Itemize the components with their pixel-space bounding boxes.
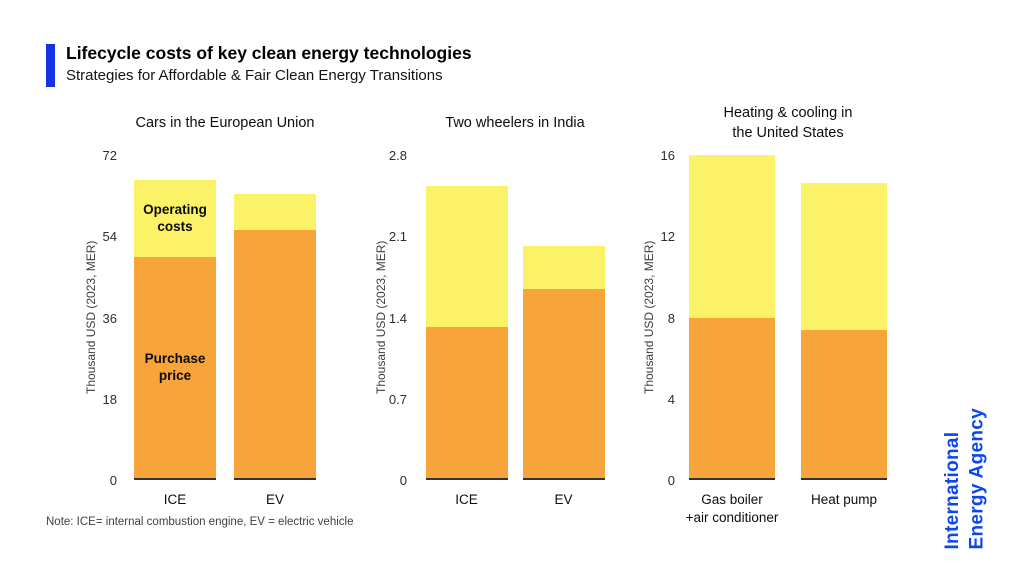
title-accent-bar <box>46 44 55 87</box>
category-label: Gas boiler +air conditioner <box>686 491 779 526</box>
y-axis-tick: 1.4 <box>388 310 407 326</box>
category-labels-row: Gas boiler +air conditioner Heat pump <box>683 491 893 526</box>
page-subtitle: Strategies for Affordable & Fair Clean E… <box>66 67 443 84</box>
y-axis-tick: 4 <box>667 391 675 407</box>
operating-costs-segment <box>425 185 508 328</box>
y-axis-tick: 2.1 <box>388 229 407 245</box>
y-axis-tick: 0.7 <box>388 391 407 407</box>
operating-costs-segment <box>689 155 775 318</box>
y-axis-tick: 2.8 <box>388 148 407 163</box>
chart-title: Cars in the European Union <box>135 115 315 131</box>
y-axis-tick: 72 <box>102 148 117 163</box>
footnote: Note: ICE= internal combustion engine, E… <box>46 516 354 528</box>
stacked-bar <box>522 245 605 480</box>
stacked-bar: Operating costs Purchase price <box>134 180 216 480</box>
plot-area: 0 18 36 54 72 Operating costs Purchase price IC… <box>103 148 325 507</box>
y-axis-tick: 36 <box>102 310 117 326</box>
y-axis-tick: 54 <box>102 229 117 245</box>
page-title: Lifecycle costs of key clean energy tech… <box>66 43 472 63</box>
category-label: ICE <box>134 491 216 509</box>
category-label: ICE <box>426 491 508 509</box>
y-axis-tick: 0 <box>109 473 117 488</box>
operating-costs-segment <box>234 193 316 230</box>
stacked-bar <box>234 193 316 480</box>
purchase-price-segment <box>522 288 605 478</box>
y-axis-tick: 8 <box>667 310 675 326</box>
purchase-price-segment <box>425 327 508 478</box>
category-label-text: Gas boiler +air conditioner <box>685 492 779 525</box>
category-label: EV <box>234 491 316 509</box>
category-label: Heat pump <box>801 491 887 526</box>
category-labels-row: ICE EV <box>125 491 325 509</box>
bars-row: Operating costs Purchase price <box>125 155 325 480</box>
purchase-price-label: Purchase price <box>144 350 206 384</box>
stacked-bar <box>425 185 508 480</box>
chart-title: Heating & cooling in the United States <box>723 105 853 141</box>
operating-costs-segment <box>522 245 605 289</box>
purchase-price-segment <box>801 329 887 478</box>
category-label-text: EV <box>265 492 284 507</box>
y-axis-tick: 16 <box>660 148 675 163</box>
iea-brand-vertical-text: International Energy Agency <box>941 408 988 550</box>
y-axis-tick: 0 <box>667 473 675 488</box>
y-axis-tick: 18 <box>102 391 117 407</box>
operating-costs-segment <box>801 183 887 330</box>
operating-costs-segment: Operating costs <box>134 180 216 257</box>
chart-title: Two wheelers in India <box>445 115 585 131</box>
chart-panel: Cars in the European Union Thousand USD (… <box>46 100 356 566</box>
y-axis-tick: 0 <box>399 473 407 488</box>
purchase-price-segment: Purchase price <box>134 256 216 478</box>
y-axis-tick: 12 <box>660 229 675 245</box>
category-label-text: ICE <box>455 492 478 507</box>
category-label: EV <box>523 491 605 509</box>
bars-row <box>683 155 893 480</box>
stacked-bar <box>801 183 887 480</box>
category-labels-row: ICE EV <box>415 491 615 509</box>
purchase-price-segment <box>689 317 775 478</box>
chart-panel: Two wheelers in India Thousand USD (2023,… <box>336 100 626 566</box>
bars-row <box>415 155 615 480</box>
category-label-text: ICE <box>163 492 187 507</box>
operating-costs-label: Operating costs <box>143 201 207 235</box>
category-label-text: EV <box>554 492 573 507</box>
chart-panel: Heating & cooling in the United States Th… <box>604 100 904 566</box>
plot-area: 0 4 8 12 16 Gas boiler +air conditioner Heat p… <box>661 148 893 525</box>
stacked-bar <box>689 155 775 480</box>
plot-area: 0 0.7 1.4 2.1 2.8 ICE EV <box>389 148 615 507</box>
category-label-text: Heat pump <box>810 492 878 507</box>
purchase-price-segment <box>234 229 316 478</box>
